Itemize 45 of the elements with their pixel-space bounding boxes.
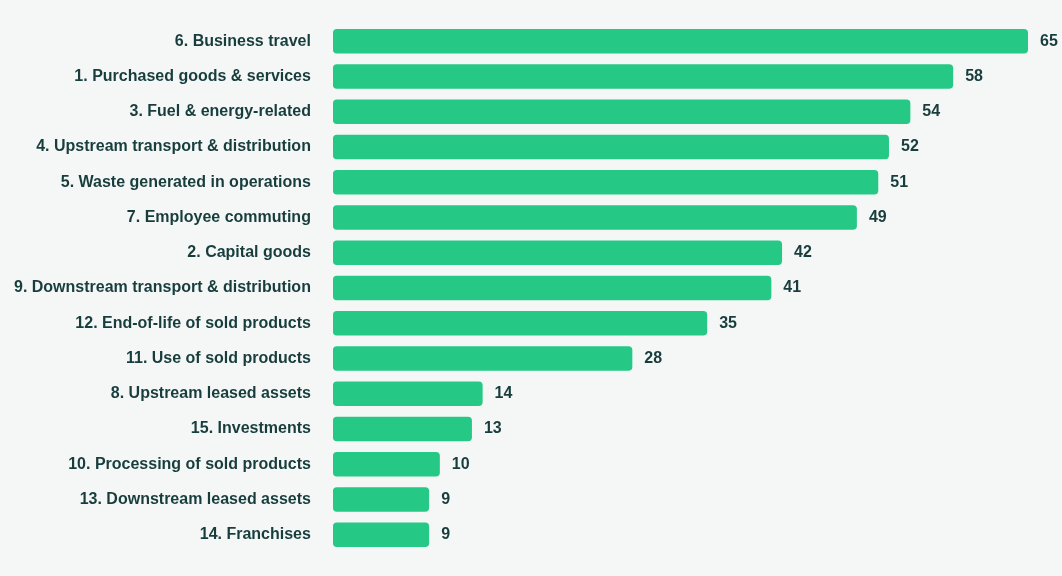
data-label: 51 — [890, 172, 909, 190]
bar — [332, 170, 879, 195]
data-label: 65 — [1040, 31, 1058, 49]
y-tick-label: 7. Employee commuting — [126, 207, 311, 225]
bar — [332, 346, 633, 371]
bar — [332, 134, 889, 160]
bar — [332, 487, 430, 512]
y-tick-label: 15. Investments — [190, 419, 312, 437]
y-tick-label: 3. Fuel & energy-related — [129, 102, 311, 120]
bar — [332, 29, 1028, 54]
y-tick-label: 11. Use of sold products — [125, 348, 312, 366]
data-label: 10 — [451, 454, 470, 472]
data-label: 14 — [494, 384, 513, 402]
bar — [332, 311, 708, 336]
bar — [332, 240, 783, 265]
bar — [332, 416, 472, 442]
y-tick-label: 13. Downstream leased assets — [79, 489, 312, 507]
y-tick-label: 14. Franchises — [199, 525, 312, 543]
data-label: 58 — [965, 66, 984, 84]
bar — [332, 205, 857, 230]
bar — [332, 452, 440, 477]
bar — [332, 64, 954, 89]
data-label: 13 — [483, 419, 502, 437]
y-tick-label: 5. Waste generated in operations — [60, 172, 312, 190]
data-label: 41 — [783, 278, 802, 296]
y-tick-label: 10. Processing of sold products — [68, 454, 312, 472]
y-tick-label: 12. End-of-life of sold products — [75, 313, 312, 331]
bar — [332, 522, 430, 547]
y-tick-label: 4. Upstream transport & distribution — [36, 137, 311, 155]
bar — [332, 381, 483, 406]
data-label: 35 — [719, 313, 738, 331]
bar — [332, 99, 911, 124]
y-tick-label: 2. Capital goods — [187, 243, 312, 261]
y-tick-label: 9. Downstream transport & distribution — [13, 278, 311, 296]
data-label: 54 — [922, 102, 941, 120]
y-tick-label: 6. Business travel — [174, 31, 311, 49]
data-label: 52 — [900, 137, 919, 155]
data-label: 42 — [794, 243, 812, 261]
data-label: 9 — [441, 525, 451, 543]
data-label: 9 — [441, 489, 451, 507]
y-tick-label: 8. Upstream leased assets — [110, 384, 312, 402]
data-label: 28 — [644, 348, 663, 366]
bar — [332, 275, 772, 301]
y-tick-label: 1. Purchased goods & services — [74, 66, 312, 84]
data-label: 49 — [868, 207, 887, 225]
